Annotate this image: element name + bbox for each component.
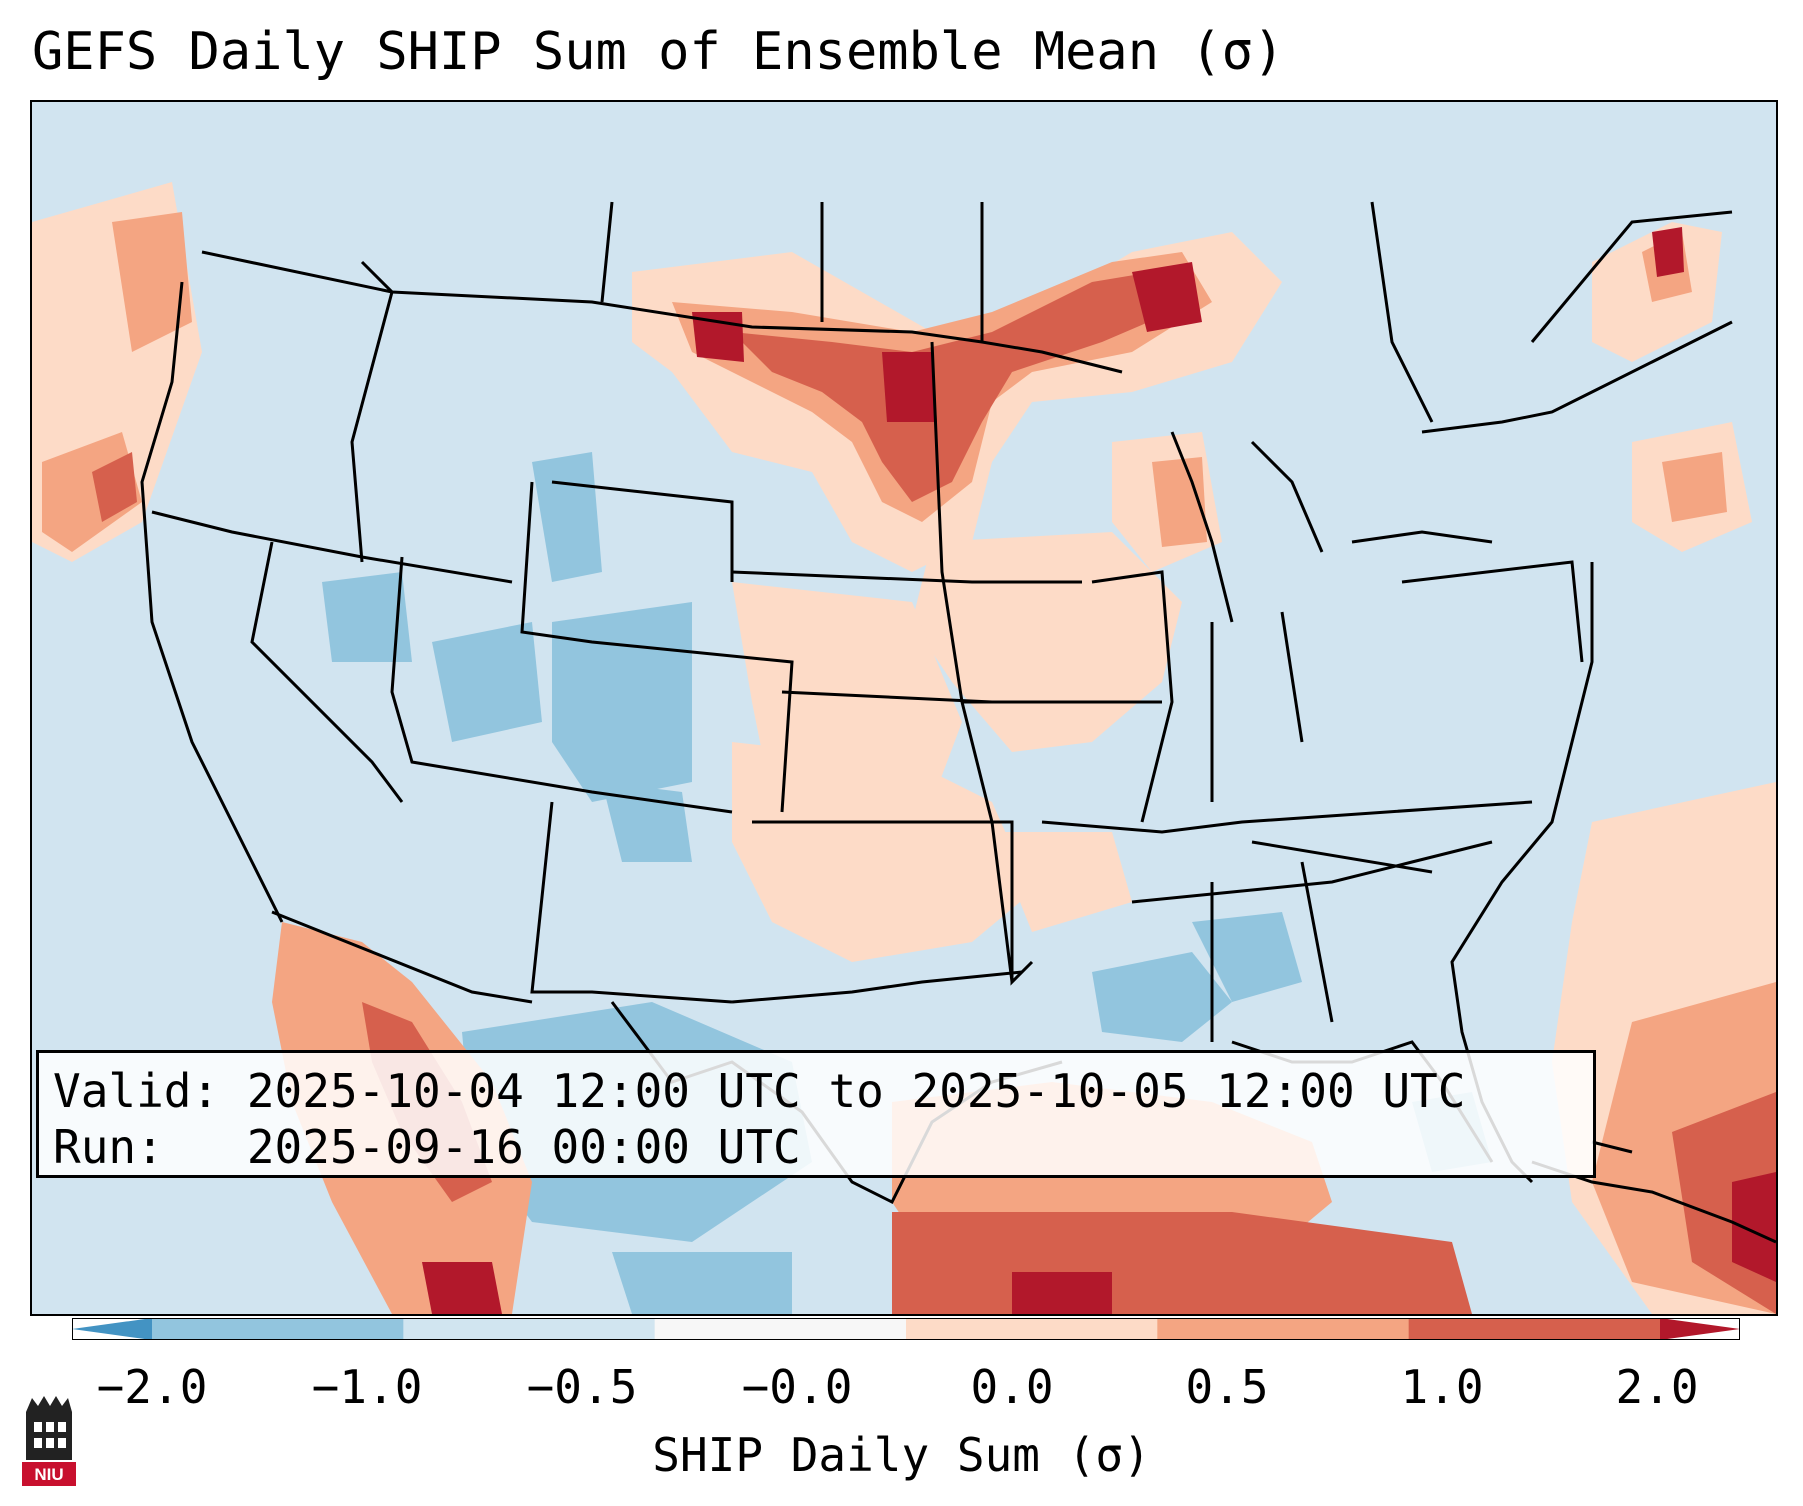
colorbar-tick: 0.0 xyxy=(970,1360,1054,1414)
colorbar-segment xyxy=(654,1318,907,1340)
colorbar-segment xyxy=(152,1318,404,1340)
niu-tower-logo-icon: NIU xyxy=(22,1396,76,1486)
colorbar-tick: −0.5 xyxy=(526,1360,638,1414)
colorbar-segments xyxy=(72,1318,1740,1340)
colorbar-tick: 2.0 xyxy=(1615,1360,1699,1414)
colorbar-segment xyxy=(1408,1318,1661,1340)
valid-time-line: Valid: 2025-10-04 12:00 UTC to 2025-10-0… xyxy=(53,1064,1466,1118)
logo-text: NIU xyxy=(34,1465,63,1484)
colorbar-tick: −2.0 xyxy=(96,1360,208,1414)
run-time-line: Run: 2025-09-16 00:00 UTC xyxy=(53,1120,801,1174)
colorbar-ticks: −2.0 −1.0 −0.5 −0.0 0.0 0.5 1.0 2.0 xyxy=(0,1360,1803,1420)
colorbar-label: SHIP Daily Sum (σ) xyxy=(652,1428,1151,1482)
colorbar-extend-high xyxy=(1660,1318,1740,1340)
colorbar-extend-low xyxy=(72,1318,152,1340)
colorbar-segment xyxy=(1157,1318,1410,1340)
map-title: GEFS Daily SHIP Sum of Ensemble Mean (σ) xyxy=(32,22,1285,82)
valid-run-info-box: Valid: 2025-10-04 12:00 UTC to 2025-10-0… xyxy=(36,1050,1596,1178)
colorbar-segment xyxy=(403,1318,656,1340)
colorbar-tick: 1.0 xyxy=(1400,1360,1484,1414)
colorbar-tick: −1.0 xyxy=(311,1360,423,1414)
colorbar xyxy=(72,1318,1740,1340)
colorbar-tick: 0.5 xyxy=(1185,1360,1269,1414)
colorbar-tick: −0.0 xyxy=(741,1360,853,1414)
colorbar-outline xyxy=(72,1318,1740,1340)
colorbar-segment xyxy=(906,1318,1158,1340)
